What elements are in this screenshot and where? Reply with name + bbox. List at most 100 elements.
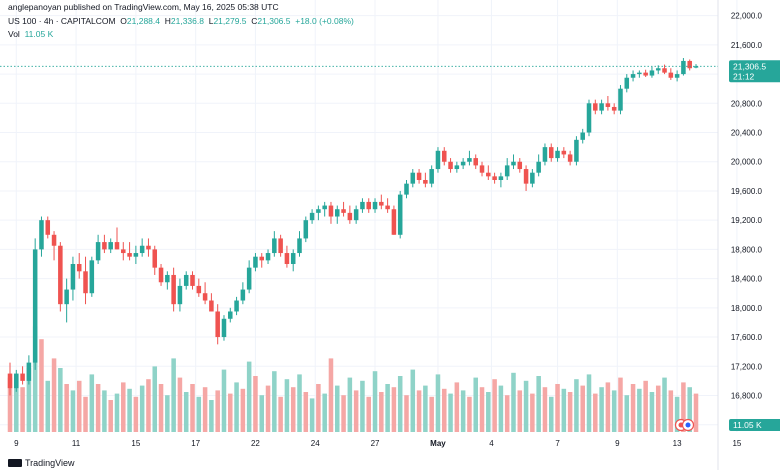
candle-body[interactable]	[574, 139, 579, 162]
candle-body[interactable]	[265, 253, 271, 261]
candle-body[interactable]	[372, 201, 378, 210]
candle-body[interactable]	[39, 220, 44, 250]
candle-body[interactable]	[523, 169, 529, 184]
candle-body[interactable]	[435, 150, 441, 170]
candle-body[interactable]	[498, 176, 504, 180]
candle-body[interactable]	[335, 209, 340, 217]
candle-body[interactable]	[196, 285, 202, 294]
candle-body[interactable]	[127, 253, 132, 257]
candle-body[interactable]	[278, 238, 283, 254]
candle-body[interactable]	[687, 60, 692, 69]
candle-body[interactable]	[246, 267, 252, 290]
candle-body[interactable]	[341, 209, 346, 213]
candle-body[interactable]	[240, 289, 246, 301]
candle-body[interactable]	[630, 74, 636, 78]
candle-body[interactable]	[530, 172, 535, 184]
tradingview-logo[interactable]: TradingView	[8, 458, 75, 468]
candle-body[interactable]	[133, 253, 139, 257]
candle-body[interactable]	[70, 264, 76, 290]
candle-body[interactable]	[353, 209, 359, 221]
candle-body[interactable]	[309, 212, 315, 221]
candle-body[interactable]	[599, 103, 604, 111]
candle-body[interactable]	[441, 150, 447, 162]
candle-body[interactable]	[555, 150, 560, 159]
candle-body[interactable]	[26, 362, 32, 381]
candle-body[interactable]	[511, 161, 516, 166]
candle-body[interactable]	[423, 180, 428, 184]
candle-body[interactable]	[171, 274, 176, 305]
candle-body[interactable]	[64, 289, 69, 305]
candle-body[interactable]	[473, 158, 478, 166]
candle-body[interactable]	[580, 132, 585, 140]
candle-body[interactable]	[391, 209, 397, 235]
candle-body[interactable]	[228, 311, 233, 319]
candle-body[interactable]	[20, 373, 25, 381]
candle-body[interactable]	[259, 256, 265, 261]
candle-body[interactable]	[158, 267, 164, 283]
candle-body[interactable]	[448, 161, 453, 170]
candle-body[interactable]	[114, 242, 120, 250]
candle-body[interactable]	[190, 274, 195, 286]
candle-body[interactable]	[347, 212, 353, 221]
candle-body[interactable]	[479, 165, 485, 173]
candle-body[interactable]	[328, 205, 334, 217]
candle-body[interactable]	[561, 150, 567, 155]
candle-body[interactable]	[504, 165, 510, 177]
candle-body[interactable]	[649, 70, 655, 76]
candle-body[interactable]	[7, 373, 13, 389]
candle-body[interactable]	[674, 74, 680, 78]
candle-body[interactable]	[297, 238, 302, 254]
candle-body[interactable]	[416, 172, 422, 180]
candle-body[interactable]	[637, 72, 642, 75]
candle-body[interactable]	[668, 72, 674, 78]
candle-body[interactable]	[272, 238, 277, 254]
candle-body[interactable]	[536, 161, 541, 173]
candle-body[interactable]	[567, 154, 573, 162]
candle-body[interactable]	[486, 172, 491, 177]
candle-body[interactable]	[83, 271, 88, 294]
candle-body[interactable]	[385, 205, 390, 210]
candle-body[interactable]	[467, 158, 472, 162]
candle-body[interactable]	[202, 293, 208, 301]
candle-body[interactable]	[215, 311, 220, 338]
candle-body[interactable]	[618, 88, 623, 111]
candle-body[interactable]	[221, 318, 227, 338]
candle-body[interactable]	[108, 242, 113, 250]
candle-body[interactable]	[404, 183, 409, 195]
candle-body[interactable]	[89, 260, 95, 294]
candle-body[interactable]	[517, 161, 523, 170]
candle-body[interactable]	[611, 106, 617, 111]
candle-body[interactable]	[492, 176, 497, 180]
candle-body[interactable]	[605, 103, 611, 107]
candle-body[interactable]	[146, 245, 151, 250]
candle-body[interactable]	[45, 220, 51, 235]
candle-body[interactable]	[316, 209, 321, 213]
candle-body[interactable]	[165, 274, 170, 283]
candle-body[interactable]	[460, 161, 466, 166]
candle-body[interactable]	[234, 300, 239, 312]
candle-body[interactable]	[183, 274, 189, 286]
candle-body[interactable]	[209, 300, 214, 312]
candle-body[interactable]	[121, 249, 126, 254]
candle-body[interactable]	[32, 249, 38, 363]
candle-body[interactable]	[303, 220, 309, 239]
candle-body[interactable]	[662, 68, 667, 73]
candle-body[interactable]	[643, 72, 648, 76]
candle-body[interactable]	[429, 169, 434, 184]
candle-body[interactable]	[454, 165, 460, 170]
candle-body[interactable]	[593, 103, 598, 111]
candle-body[interactable]	[655, 68, 661, 71]
candle-body[interactable]	[102, 242, 107, 250]
candle-body[interactable]	[177, 285, 183, 305]
candle-body[interactable]	[95, 242, 101, 261]
candle-body[interactable]	[139, 245, 145, 254]
candle-body[interactable]	[58, 245, 63, 305]
candle-body[interactable]	[76, 264, 82, 272]
candle-body[interactable]	[586, 103, 592, 133]
candle-body[interactable]	[51, 234, 57, 246]
candle-body[interactable]	[366, 201, 371, 210]
candle-body[interactable]	[410, 172, 416, 184]
candle-body[interactable]	[322, 205, 327, 210]
candle-body[interactable]	[693, 66, 699, 68]
